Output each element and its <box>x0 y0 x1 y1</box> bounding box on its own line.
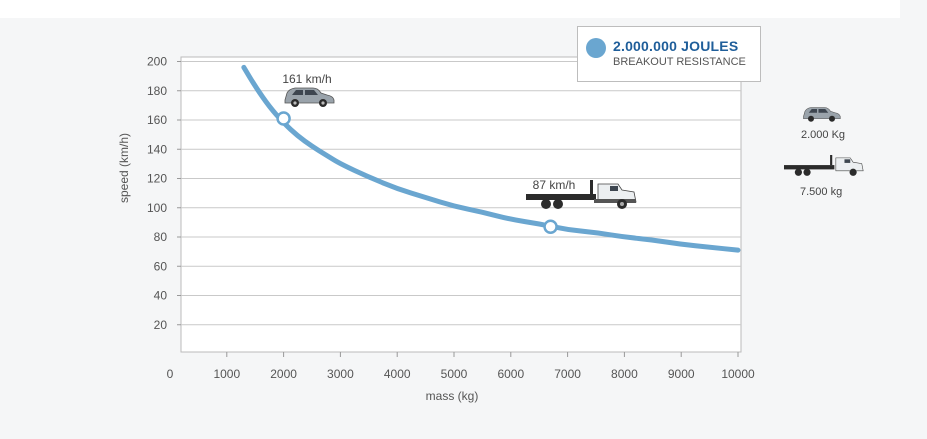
x-tick-label: 10000 <box>721 367 755 381</box>
suv-car-icon <box>284 87 335 107</box>
x-tick-label: 2000 <box>270 367 297 381</box>
y-tick-label: 160 <box>147 113 167 127</box>
legend-title: 2.000.000 JOULES <box>613 38 739 54</box>
flatbed-truck-icon <box>526 180 637 209</box>
y-tick-label: 40 <box>154 289 168 303</box>
data-point-label: 161 km/h <box>282 72 331 86</box>
x-tick-label: 9000 <box>668 367 695 381</box>
y-tick-label: 180 <box>147 84 167 98</box>
y-axis-title: speed (km/h) <box>117 133 131 203</box>
legend-subtitle: BREAKOUT RESISTANCE <box>613 56 746 68</box>
x-tick-labels: 0 1000 2000 3000 4000 5000 6000 7000 8000 9000 100… <box>167 367 755 381</box>
data-point-marker <box>276 111 291 126</box>
legend-box: 2.000.000 JOULES BREAKOUT RESISTANCE <box>577 26 761 82</box>
y-tick-label: 100 <box>147 201 167 215</box>
y-tick-label: 120 <box>147 172 167 186</box>
y-tick-label: 200 <box>147 55 167 69</box>
highlight-points: 161 km/h 87 km/h <box>276 72 576 235</box>
y-tick-label: 140 <box>147 142 167 156</box>
x-tick-label: 7000 <box>554 367 581 381</box>
data-point-label: 87 km/h <box>533 178 576 192</box>
truck-mass-label: 7.500 kg <box>800 186 843 198</box>
y-tick-label: 20 <box>154 318 168 332</box>
suv-car-legend-icon <box>803 107 841 122</box>
x-tick-label: 1000 <box>213 367 240 381</box>
car-mass-label: 2.000 Kg <box>801 129 846 141</box>
y-tick-label: 80 <box>154 230 168 244</box>
x-tick-label: 5000 <box>441 367 468 381</box>
y-tick-labels: 20 40 60 80 100 120 140 160 180 200 <box>147 55 167 332</box>
x-tick-label: 4000 <box>384 367 411 381</box>
flatbed-truck-legend-icon <box>784 155 864 176</box>
data-point-marker <box>543 219 558 235</box>
x-tick-label: 8000 <box>611 367 638 381</box>
x-tick-label: 0 <box>167 367 174 381</box>
x-axis-title: mass (kg) <box>426 389 479 403</box>
y-tick-label: 60 <box>154 259 168 273</box>
legend-dot-icon <box>586 38 606 58</box>
top-band <box>0 0 900 18</box>
x-tick-label: 3000 <box>327 367 354 381</box>
plot-area <box>180 56 742 353</box>
x-tick-label: 6000 <box>497 367 524 381</box>
